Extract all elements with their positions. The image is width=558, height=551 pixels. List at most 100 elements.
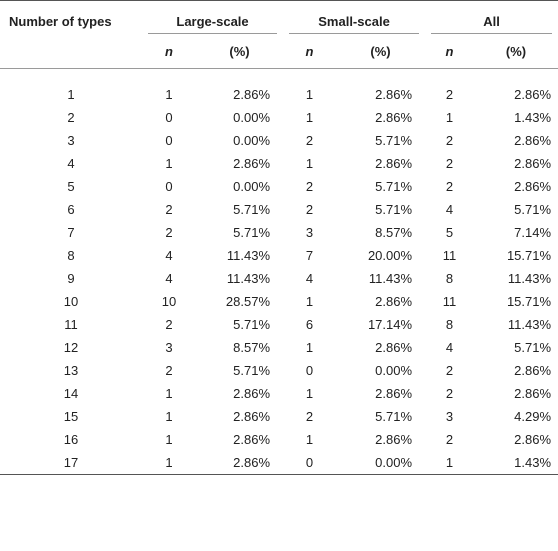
cell-large-n: 1 — [165, 87, 173, 102]
cell-number-of-types: 15 — [63, 409, 79, 424]
cell-large-n: 2 — [165, 317, 173, 332]
header-group-large-scale: Large-scale — [142, 0, 284, 34]
cell-small-n: 2 — [305, 409, 314, 424]
cell-all-pct: 5.71% — [514, 340, 552, 355]
cell-number-of-types: 9 — [67, 271, 75, 286]
cell-large-n: 1 — [165, 386, 173, 401]
table-body: 1 1 2.86% 1 2.86% 2 2.86% 2 0 0.00% 1 2.86% 1 1.43% 3 0… — [0, 83, 558, 475]
cell-all-n: 3 — [445, 409, 454, 424]
cell-number-of-types: 17 — [0, 451, 142, 475]
cell-number-of-types: 14 — [63, 386, 79, 401]
cell-small-pct: 5.71% — [375, 409, 413, 424]
cell-number-of-types: 16 — [63, 432, 79, 447]
cell-number-of-types: 5 — [67, 179, 75, 194]
cell-number-of-types: 2 — [67, 110, 75, 125]
header-large-n: n — [142, 34, 196, 69]
cell-number-of-types: 3 — [67, 133, 75, 148]
cell-all-pct: 11.43% — [507, 317, 552, 332]
table-row: 8 4 11.43% 7 20.00% 11 15.71% — [0, 244, 558, 267]
cell-small-pct: 2.86% — [375, 432, 413, 447]
cell-small-pct: 2.86% — [375, 386, 413, 401]
cell-all-n: 2 — [445, 156, 454, 171]
cell-small-pct: 2.86% — [375, 294, 413, 309]
cell-all-n: 5 — [445, 225, 454, 240]
header-small-n: n — [283, 34, 337, 69]
cell-small-pct: 2.86% — [375, 87, 413, 102]
cell-small-n: 2 — [305, 133, 314, 148]
cell-all-pct: 1.43% — [474, 451, 558, 475]
cell-all-n: 4 — [445, 340, 454, 355]
header-number-of-types-label: Number of types — [9, 14, 112, 29]
cell-large-n: 4 — [165, 248, 173, 263]
cell-large-n: 3 — [165, 340, 173, 355]
cell-all-pct: 4.29% — [514, 409, 552, 424]
cell-large-pct: 11.43% — [226, 248, 271, 263]
cell-large-n: 1 — [165, 432, 173, 447]
cell-all-pct: 2.86% — [514, 363, 552, 378]
cell-all-n: 2 — [445, 179, 454, 194]
cell-large-n: 1 — [165, 156, 173, 171]
cell-all-n: 8 — [445, 317, 454, 332]
table-row: 2 0 0.00% 1 2.86% 1 1.43% — [0, 106, 558, 129]
cell-large-n: 0 — [165, 133, 173, 148]
cell-large-pct: 2.86% — [233, 87, 271, 102]
cell-all-n: 1 — [445, 110, 454, 125]
cell-all-pct: 5.71% — [514, 202, 552, 217]
cell-small-n: 1 — [305, 294, 314, 309]
cell-number-of-types: 10 — [63, 294, 79, 309]
table-row: 16 1 2.86% 1 2.86% 2 2.86% — [0, 428, 558, 451]
table-row: 6 2 5.71% 2 5.71% 4 5.71% — [0, 198, 558, 221]
cell-small-pct: 5.71% — [375, 202, 413, 217]
cell-all-n: 4 — [445, 202, 454, 217]
cell-all-n: 11 — [442, 294, 457, 309]
table-header: Number of types Large-scale Small-scale … — [0, 0, 558, 84]
cell-small-pct: 0.00% — [336, 451, 426, 475]
cell-large-pct: 2.86% — [196, 451, 284, 475]
cell-small-n: 2 — [305, 202, 314, 217]
cell-all-pct: 2.86% — [514, 386, 552, 401]
cell-small-n: 4 — [305, 271, 314, 286]
cell-large-n: 0 — [165, 179, 173, 194]
cell-small-n: 1 — [305, 156, 314, 171]
cell-large-pct: 2.86% — [233, 409, 271, 424]
cell-number-of-types: 7 — [67, 225, 75, 240]
header-number-of-types: Number of types — [0, 0, 142, 34]
cell-large-n: 1 — [142, 451, 196, 475]
header-group-small-scale: Small-scale — [283, 0, 426, 34]
table-row: 3 0 0.00% 2 5.71% 2 2.86% — [0, 129, 558, 152]
table-row: 9 4 11.43% 4 11.43% 8 11.43% — [0, 267, 558, 290]
cell-small-n: 3 — [305, 225, 314, 240]
table-row: 11 2 5.71% 6 17.14% 8 11.43% — [0, 313, 558, 336]
group-underline — [431, 33, 553, 34]
cell-number-of-types: 11 — [64, 317, 78, 332]
table-row: 4 1 2.86% 1 2.86% 2 2.86% — [0, 152, 558, 175]
cell-all-pct: 15.71% — [506, 294, 552, 309]
cell-number-of-types: 12 — [63, 340, 79, 355]
spacer-cell — [0, 69, 558, 84]
table-row: 7 2 5.71% 3 8.57% 5 7.14% — [0, 221, 558, 244]
cell-small-n: 1 — [305, 432, 314, 447]
cell-large-pct: 28.57% — [225, 294, 271, 309]
header-all-pct: (%) — [474, 34, 558, 69]
table-row: 14 1 2.86% 1 2.86% 2 2.86% — [0, 382, 558, 405]
cell-number-of-types: 6 — [67, 202, 75, 217]
cell-all-pct: 2.86% — [514, 87, 552, 102]
cell-small-pct: 2.86% — [375, 110, 413, 125]
cell-small-n: 7 — [305, 248, 314, 263]
cell-large-pct: 2.86% — [233, 156, 271, 171]
cell-small-pct: 20.00% — [367, 248, 413, 263]
cell-large-pct: 0.00% — [233, 179, 271, 194]
cell-small-pct: 5.71% — [375, 133, 413, 148]
cell-small-n: 1 — [305, 110, 314, 125]
header-group-row: Number of types Large-scale Small-scale … — [0, 0, 558, 34]
cell-large-n: 0 — [165, 110, 173, 125]
table-row: 12 3 8.57% 1 2.86% 4 5.71% — [0, 336, 558, 359]
cell-small-n: 0 — [305, 363, 314, 378]
header-sub-blank — [0, 34, 142, 69]
header-small-pct: (%) — [336, 34, 426, 69]
cell-all-pct: 2.86% — [514, 133, 552, 148]
cell-large-pct: 8.57% — [233, 340, 271, 355]
cell-small-pct: 11.43% — [368, 271, 413, 286]
cell-large-pct: 2.86% — [233, 386, 271, 401]
